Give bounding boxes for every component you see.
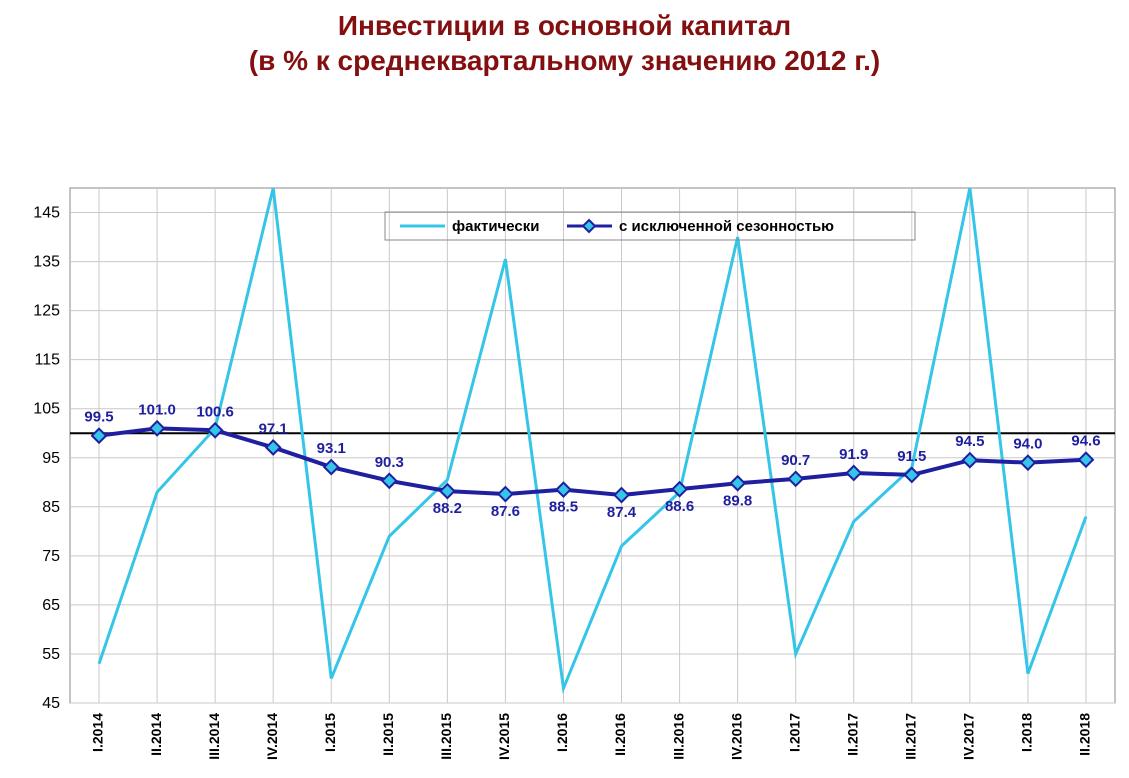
marker-seasonally_adjusted <box>731 476 745 490</box>
marker-seasonally_adjusted <box>92 429 106 443</box>
legend-label: фактически <box>452 218 539 235</box>
x-tick-label: IV.2017 <box>961 713 977 760</box>
title-line2: (в % к среднеквартальному значению 2012 … <box>0 43 1129 78</box>
marker-seasonally_adjusted <box>266 440 280 454</box>
x-tick-label: IV.2014 <box>264 713 280 760</box>
data-label: 88.6 <box>665 498 694 515</box>
x-tick-label: IV.2015 <box>496 713 512 760</box>
x-tick-label: II.2018 <box>1077 713 1093 756</box>
x-tick-label: II.2015 <box>380 713 396 756</box>
marker-seasonally_adjusted <box>498 487 512 501</box>
y-tick-label: 95 <box>42 450 60 467</box>
marker-seasonally_adjusted <box>382 474 396 488</box>
marker-seasonally_adjusted <box>905 468 919 482</box>
data-label: 94.5 <box>955 433 984 450</box>
marker-seasonally_adjusted <box>673 482 687 496</box>
data-label: 91.5 <box>897 448 926 465</box>
x-tick-label: III.2017 <box>903 713 919 760</box>
x-tick-label: II.2017 <box>844 713 860 756</box>
data-label: 93.1 <box>317 440 346 457</box>
data-label: 101.0 <box>138 401 176 418</box>
series-seasonally_adjusted <box>99 428 1086 495</box>
data-label: 91.9 <box>839 446 868 463</box>
data-label: 90.7 <box>781 452 810 469</box>
x-tick-label: I.2018 <box>1019 713 1035 752</box>
marker-seasonally_adjusted <box>556 483 570 497</box>
y-tick-label: 145 <box>33 205 60 222</box>
x-tick-label: I.2014 <box>90 713 106 752</box>
data-label: 90.3 <box>375 454 404 471</box>
data-label: 97.1 <box>259 420 288 437</box>
marker-seasonally_adjusted <box>1079 453 1093 467</box>
marker-seasonally_adjusted <box>963 453 977 467</box>
data-label: 88.2 <box>433 500 462 517</box>
y-tick-label: 115 <box>34 352 60 369</box>
y-tick-label: 85 <box>42 499 60 516</box>
x-tick-label: II.2014 <box>148 713 164 756</box>
chart-title: Инвестиции в основной капитал (в % к сре… <box>0 0 1129 78</box>
x-tick-label: III.2015 <box>438 713 454 760</box>
data-label: 87.4 <box>607 504 637 521</box>
marker-seasonally_adjusted <box>615 488 629 502</box>
y-tick-label: 45 <box>42 695 60 712</box>
data-label: 88.5 <box>549 499 578 516</box>
x-tick-label: III.2016 <box>670 713 686 760</box>
marker-seasonally_adjusted <box>789 472 803 486</box>
y-tick-label: 125 <box>33 303 60 320</box>
legend-label: с исключенной сезонностью <box>619 218 834 235</box>
data-label: 89.8 <box>723 492 752 509</box>
x-tick-label: II.2016 <box>612 713 628 756</box>
x-tick-label: I.2017 <box>786 713 802 752</box>
x-tick-label: I.2015 <box>322 713 338 752</box>
title-line1: Инвестиции в основной капитал <box>0 8 1129 43</box>
y-tick-label: 105 <box>33 401 60 418</box>
y-tick-label: 75 <box>42 548 60 565</box>
x-tick-label: I.2016 <box>554 713 570 752</box>
legend-marker <box>583 220 595 232</box>
data-label: 94.0 <box>1013 436 1042 453</box>
x-tick-label: III.2014 <box>206 713 222 760</box>
x-tick-label: IV.2016 <box>728 713 744 760</box>
data-label: 94.6 <box>1071 433 1100 450</box>
line-chart: 45 55 65 75 85 95 105 115 125 135 145 I.2014 II.2014… <box>0 78 1129 778</box>
data-label: 87.6 <box>491 503 520 520</box>
data-label: 99.5 <box>84 409 113 426</box>
marker-seasonally_adjusted <box>847 466 861 480</box>
y-tick-label: 65 <box>42 597 60 614</box>
y-tick-label: 55 <box>42 646 60 663</box>
data-label: 100.6 <box>196 403 234 420</box>
y-tick-label: 135 <box>33 254 60 271</box>
marker-seasonally_adjusted <box>324 460 338 474</box>
